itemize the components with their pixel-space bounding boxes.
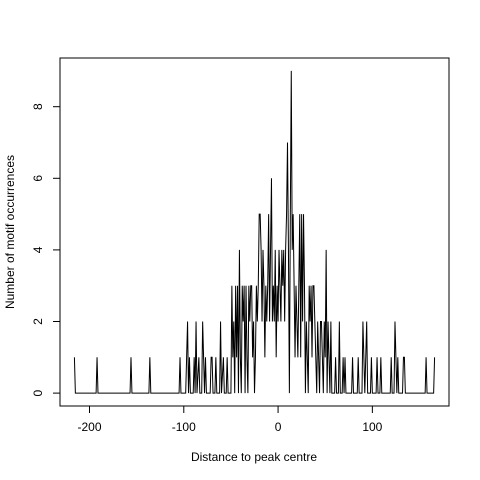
x-tick-label: 0 <box>275 420 282 434</box>
x-tick-label: 100 <box>362 420 382 434</box>
x-axis-label: Distance to peak centre <box>191 450 317 464</box>
y-tick-label: 2 <box>31 318 45 325</box>
y-tick-label: 0 <box>31 389 45 396</box>
x-tick-label: -100 <box>172 420 196 434</box>
y-tick-label: 4 <box>31 246 45 253</box>
plot-box <box>59 57 450 407</box>
y-axis-label: Number of motif occurrences <box>3 155 17 309</box>
y-tick-label: 6 <box>31 175 45 182</box>
data-line <box>73 70 436 394</box>
x-tick-label: -200 <box>77 420 101 434</box>
y-tick-label: 8 <box>31 103 45 110</box>
